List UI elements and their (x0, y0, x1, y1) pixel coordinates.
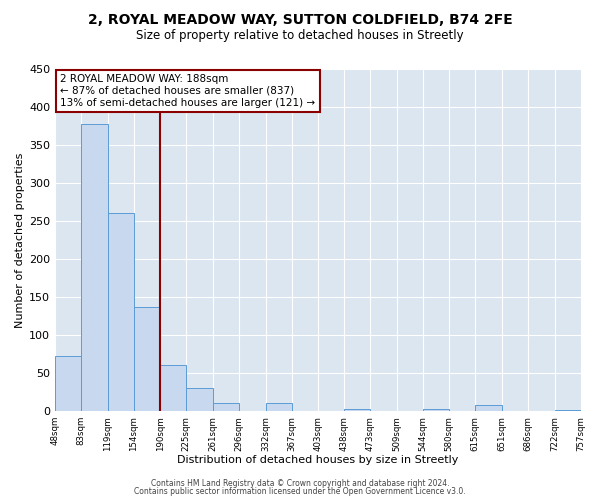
X-axis label: Distribution of detached houses by size in Streetly: Distribution of detached houses by size … (177, 455, 458, 465)
Bar (160, 366, 187, 411)
Bar (475, 405, 502, 411)
Bar (422, 409, 449, 411)
Text: Size of property relative to detached houses in Streetly: Size of property relative to detached ho… (136, 29, 464, 42)
Bar (554, 410, 581, 411)
Bar (81, 124, 108, 411)
Bar (266, 404, 292, 411)
Bar (134, 307, 160, 411)
Bar (108, 212, 134, 411)
Y-axis label: Number of detached properties: Number of detached properties (15, 152, 25, 328)
Bar (187, 388, 213, 411)
Bar (213, 404, 239, 411)
Text: 2, ROYAL MEADOW WAY, SUTTON COLDFIELD, B74 2FE: 2, ROYAL MEADOW WAY, SUTTON COLDFIELD, B… (88, 12, 512, 26)
Text: Contains public sector information licensed under the Open Government Licence v3: Contains public sector information licen… (134, 487, 466, 496)
Text: 2 ROYAL MEADOW WAY: 188sqm
← 87% of detached houses are smaller (837)
13% of sem: 2 ROYAL MEADOW WAY: 188sqm ← 87% of deta… (61, 74, 316, 108)
Text: Contains HM Land Registry data © Crown copyright and database right 2024.: Contains HM Land Registry data © Crown c… (151, 480, 449, 488)
Bar (55, 356, 81, 411)
Bar (344, 409, 370, 411)
